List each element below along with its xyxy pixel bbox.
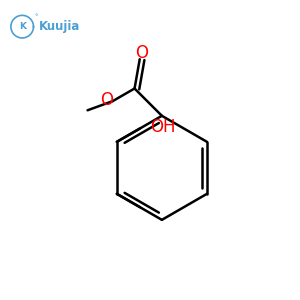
Text: O: O (100, 91, 112, 109)
Text: °: ° (34, 14, 38, 20)
Text: OH: OH (150, 118, 176, 136)
Text: O: O (135, 44, 148, 62)
Text: K: K (19, 22, 26, 31)
Text: Kuujia: Kuujia (39, 20, 80, 33)
